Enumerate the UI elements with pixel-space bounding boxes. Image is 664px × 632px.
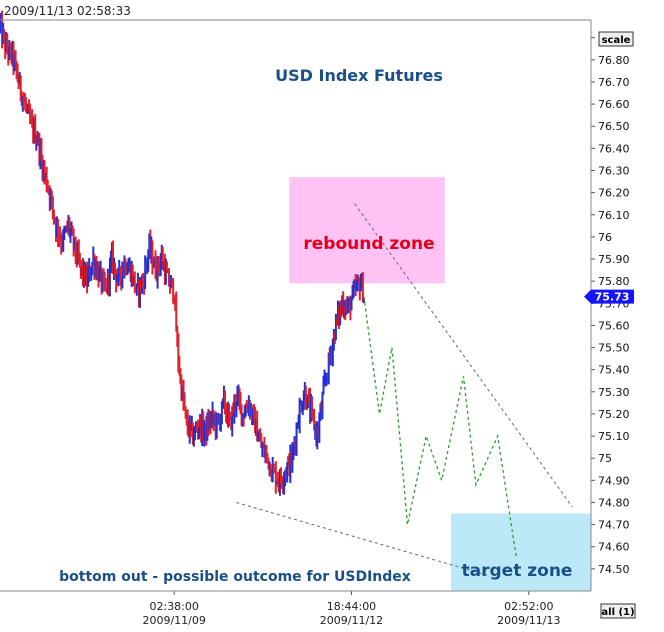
all-button[interactable]: all (1) <box>600 603 636 619</box>
y-tick-label: 75.30 <box>598 386 630 399</box>
y-tick-label: 75.80 <box>598 275 630 288</box>
y-tick-label: 76.40 <box>598 142 630 155</box>
chart-title: USD Index Futures <box>275 66 443 85</box>
y-tick-label: 76.70 <box>598 76 630 89</box>
price-bars <box>0 10 365 496</box>
trend-line <box>236 501 489 576</box>
x-tick-date: 2009/11/09 <box>142 614 205 627</box>
bottom-note: bottom out - possible outcome for USDInd… <box>59 569 411 585</box>
last-price-value: 75.73 <box>595 291 630 304</box>
y-tick-label: 76.60 <box>598 98 630 111</box>
y-tick-label: 75 <box>598 452 612 465</box>
y-tick-label: 75.60 <box>598 319 630 332</box>
last-price-tag: 75.73 <box>584 289 634 304</box>
y-tick-label: 76.20 <box>598 187 630 200</box>
y-tick-label: 74.50 <box>598 563 630 576</box>
x-tick-time: 02:38:00 <box>149 600 198 613</box>
y-tick-label: 74.60 <box>598 541 630 554</box>
all-button-label: all (1) <box>601 607 634 618</box>
rebound-zone-label: rebound zone <box>303 234 434 254</box>
y-tick-label: 76.30 <box>598 164 630 177</box>
trend-line <box>354 203 573 508</box>
y-tick-label: 75.10 <box>598 430 630 443</box>
target-zone-label: target zone <box>462 561 573 581</box>
projection-line <box>363 296 517 558</box>
y-tick-label: 74.80 <box>598 496 630 509</box>
y-tick-label: 75.50 <box>598 342 630 355</box>
y-tick-label: 76 <box>598 231 612 244</box>
x-tick-date: 2009/11/13 <box>497 614 560 627</box>
y-tick-label: 74.70 <box>598 519 630 532</box>
trend-lines <box>236 203 573 576</box>
timestamp: 2009/11/13 02:58:33 <box>4 4 131 18</box>
y-axis-ticks: 74.50 74.60 74.70 74.80 74.90 75 75.10 75.20 75.… <box>591 32 630 576</box>
x-tick-date: 2009/11/12 <box>320 614 383 627</box>
y-tick-label: 75.20 <box>598 408 630 421</box>
y-tick-label: 76.10 <box>598 209 630 222</box>
scale-button[interactable]: scale <box>598 31 634 47</box>
y-tick-label: 76.80 <box>598 54 630 67</box>
y-tick-label: 74.90 <box>598 474 630 487</box>
scale-button-label: scale <box>602 35 631 46</box>
x-tick-time: 18:44:00 <box>327 600 376 613</box>
y-tick-label: 75.40 <box>598 364 630 377</box>
target-zone <box>451 513 591 591</box>
projection-path <box>363 296 517 558</box>
y-tick-label: 75.90 <box>598 253 630 266</box>
y-tick-label: 76.50 <box>598 120 630 133</box>
x-tick-time: 02:52:00 <box>504 600 553 613</box>
rebound-zone <box>289 177 445 284</box>
